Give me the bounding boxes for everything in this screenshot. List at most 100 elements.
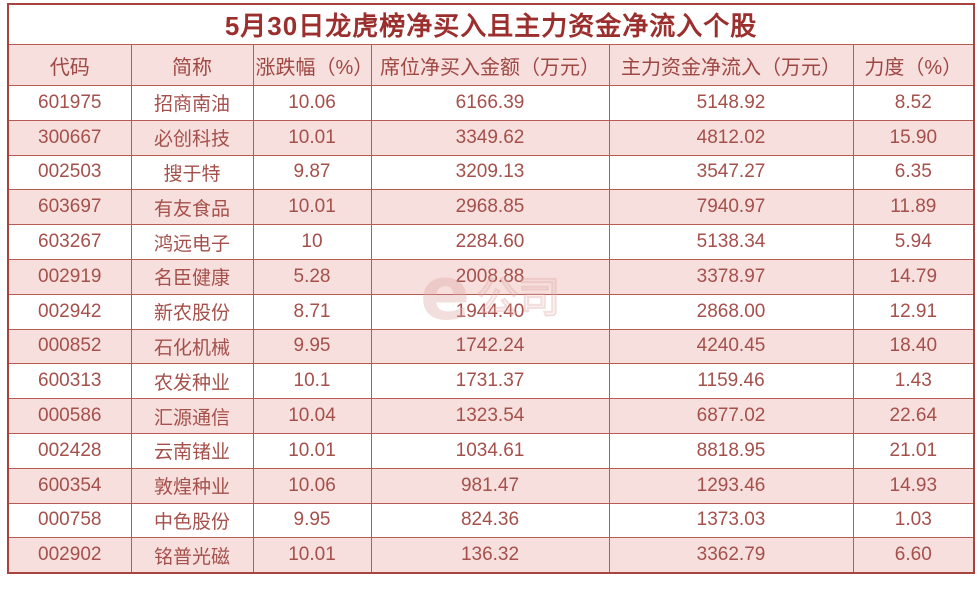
seat-net-buy-cell: 2968.85	[370, 189, 610, 226]
stock-name-cell: 必创科技	[130, 119, 254, 156]
table-row: 002902 铭普光磁 10.01 136.32 3362.79 6.60	[7, 537, 975, 574]
change-pct-cell: 10.06	[252, 467, 372, 504]
main-inflow-cell: 1293.46	[608, 467, 854, 504]
strength-cell: 21.01	[852, 432, 975, 469]
stock-name-cell: 铭普光磁	[130, 537, 254, 574]
column-header-name: 简称	[130, 44, 254, 86]
main-inflow-cell: 1373.03	[608, 502, 854, 539]
main-inflow-cell: 3378.97	[608, 258, 854, 295]
stock-code-cell: 002428	[7, 432, 132, 469]
stock-name-cell: 农发种业	[130, 363, 254, 400]
seat-net-buy-cell: 6166.39	[370, 85, 610, 121]
column-header-code: 代码	[7, 44, 132, 86]
column-header-strength: 力度（%）	[852, 44, 975, 86]
change-pct-cell: 10.01	[252, 537, 372, 574]
main-inflow-cell: 3362.79	[608, 537, 854, 574]
seat-net-buy-cell: 1944.40	[370, 293, 610, 330]
seat-net-buy-cell: 981.47	[370, 467, 610, 504]
stock-code-cell: 002503	[7, 154, 132, 191]
change-pct-cell: 10.01	[252, 119, 372, 156]
strength-cell: 5.94	[852, 224, 975, 260]
seat-net-buy-cell: 3209.13	[370, 154, 610, 191]
stock-code-cell: 600313	[7, 363, 132, 400]
table-title: 5月30日龙虎榜净买入且主力资金净流入个股	[7, 3, 975, 45]
seat-net-buy-cell: 3349.62	[370, 119, 610, 156]
strength-cell: 18.40	[852, 328, 975, 365]
table-row: 002428 云南锗业 10.01 1034.61 8818.95 21.01	[7, 432, 975, 469]
table-row: 002919 名臣健康 5.28 2008.88 3378.97 14.79	[7, 258, 975, 295]
table-row: 603697 有友食品 10.01 2968.85 7940.97 11.89	[7, 189, 975, 226]
table-row: 000852 石化机械 9.95 1742.24 4240.45 18.40	[7, 328, 975, 365]
change-pct-cell: 10.1	[252, 363, 372, 400]
strength-cell: 14.93	[852, 467, 975, 504]
stock-name-cell: 新农股份	[130, 293, 254, 330]
stock-name-cell: 汇源通信	[130, 398, 254, 434]
strength-cell: 15.90	[852, 119, 975, 156]
seat-net-buy-cell: 2284.60	[370, 224, 610, 260]
stock-code-cell: 601975	[7, 85, 132, 121]
column-header-main-inflow: 主力资金净流入（万元）	[608, 44, 854, 86]
stock-name-cell: 搜于特	[130, 154, 254, 191]
main-inflow-cell: 6877.02	[608, 398, 854, 434]
stock-name-cell: 敦煌种业	[130, 467, 254, 504]
main-inflow-cell: 4240.45	[608, 328, 854, 365]
change-pct-cell: 9.95	[252, 502, 372, 539]
header-row: 代码 简称 涨跌幅（%） 席位净买入金额（万元） 主力资金净流入（万元） 力度（…	[7, 44, 975, 86]
stock-code-cell: 300667	[7, 119, 132, 156]
stock-name-cell: 名臣健康	[130, 258, 254, 295]
stock-name-cell: 云南锗业	[130, 432, 254, 469]
change-pct-cell: 9.95	[252, 328, 372, 365]
main-inflow-cell: 3547.27	[608, 154, 854, 191]
change-pct-cell: 9.87	[252, 154, 372, 191]
stock-code-cell: 002902	[7, 537, 132, 574]
stock-code-cell: 603267	[7, 224, 132, 260]
seat-net-buy-cell: 2008.88	[370, 258, 610, 295]
strength-cell: 1.43	[852, 363, 975, 400]
table-row: 600354 敦煌种业 10.06 981.47 1293.46 14.93	[7, 467, 975, 504]
main-inflow-cell: 7940.97	[608, 189, 854, 226]
main-inflow-cell: 4812.02	[608, 119, 854, 156]
stock-code-cell: 603697	[7, 189, 132, 226]
change-pct-cell: 10.06	[252, 85, 372, 121]
strength-cell: 1.03	[852, 502, 975, 539]
strength-cell: 12.91	[852, 293, 975, 330]
stock-name-cell: 鸿远电子	[130, 224, 254, 260]
table-row: 000586 汇源通信 10.04 1323.54 6877.02 22.64	[7, 398, 975, 434]
seat-net-buy-cell: 1731.37	[370, 363, 610, 400]
table-row: 002503 搜于特 9.87 3209.13 3547.27 6.35	[7, 154, 975, 191]
strength-cell: 8.52	[852, 85, 975, 121]
stock-code-cell: 000852	[7, 328, 132, 365]
seat-net-buy-cell: 136.32	[370, 537, 610, 574]
stock-name-cell: 招商南油	[130, 85, 254, 121]
column-header-seat-net-buy: 席位净买入金额（万元）	[370, 44, 610, 86]
main-inflow-cell: 1159.46	[608, 363, 854, 400]
stock-code-cell: 000758	[7, 502, 132, 539]
table-row: 002942 新农股份 8.71 1944.40 2868.00 12.91	[7, 293, 975, 330]
change-pct-cell: 10	[252, 224, 372, 260]
strength-cell: 14.79	[852, 258, 975, 295]
change-pct-cell: 5.28	[252, 258, 372, 295]
title-row: 5月30日龙虎榜净买入且主力资金净流入个股	[7, 3, 975, 45]
stock-name-cell: 中色股份	[130, 502, 254, 539]
table-row: 300667 必创科技 10.01 3349.62 4812.02 15.90	[7, 119, 975, 156]
change-pct-cell: 10.04	[252, 398, 372, 434]
table-row: 603267 鸿远电子 10 2284.60 5138.34 5.94	[7, 224, 975, 260]
table-row: 000758 中色股份 9.95 824.36 1373.03 1.03	[7, 502, 975, 539]
change-pct-cell: 10.01	[252, 432, 372, 469]
stock-code-cell: 002919	[7, 258, 132, 295]
main-inflow-cell: 8818.95	[608, 432, 854, 469]
strength-cell: 11.89	[852, 189, 975, 226]
stock-name-cell: 有友食品	[130, 189, 254, 226]
change-pct-cell: 10.01	[252, 189, 372, 226]
stock-code-cell: 002942	[7, 293, 132, 330]
main-inflow-cell: 2868.00	[608, 293, 854, 330]
stock-code-cell: 000586	[7, 398, 132, 434]
seat-net-buy-cell: 824.36	[370, 502, 610, 539]
stock-code-cell: 600354	[7, 467, 132, 504]
table-row: 600313 农发种业 10.1 1731.37 1159.46 1.43	[7, 363, 975, 400]
strength-cell: 22.64	[852, 398, 975, 434]
strength-cell: 6.60	[852, 537, 975, 574]
stock-name-cell: 石化机械	[130, 328, 254, 365]
change-pct-cell: 8.71	[252, 293, 372, 330]
main-inflow-cell: 5138.34	[608, 224, 854, 260]
